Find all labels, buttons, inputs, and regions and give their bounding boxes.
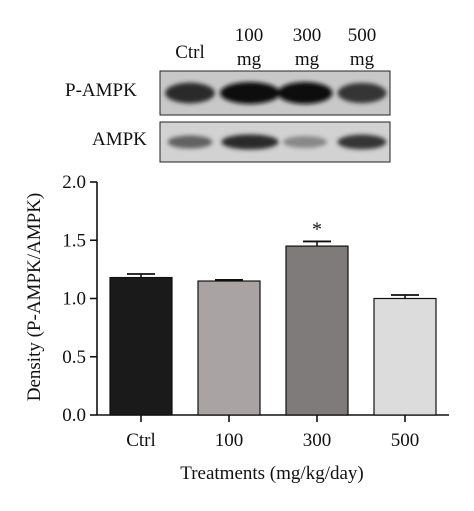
bar-Ctrl bbox=[109, 276, 173, 416]
x-axis-label: Treatments (mg/kg/day) bbox=[180, 463, 363, 484]
x-tick-label: 100 bbox=[215, 430, 244, 451]
y-tick-label: 0.0 bbox=[62, 405, 86, 426]
blot-band bbox=[337, 82, 387, 104]
blot-band bbox=[282, 136, 328, 148]
blot-band bbox=[221, 134, 279, 150]
blot-band bbox=[337, 134, 387, 150]
blot-band bbox=[277, 82, 333, 104]
y-tick-label: 1.0 bbox=[62, 289, 86, 310]
y-tick-label: 2.0 bbox=[62, 172, 86, 193]
lane-header-ctrl: Ctrl bbox=[175, 42, 205, 63]
blot-band bbox=[165, 82, 215, 104]
bar-500 bbox=[373, 297, 437, 416]
lane-header-300: 300 mg bbox=[292, 25, 322, 70]
blot-row-label-p-ampk: P-AMPK bbox=[65, 80, 137, 101]
blot-band bbox=[167, 135, 213, 149]
significance-marker: * bbox=[312, 218, 322, 240]
blot-row-label-ampk: AMPK bbox=[92, 129, 147, 150]
x-tick-label: 500 bbox=[391, 430, 420, 451]
bar-300 bbox=[285, 245, 349, 416]
blot-image bbox=[159, 70, 391, 163]
lane-header-500: 500 mg bbox=[347, 25, 377, 70]
lane-header-100: 100 mg bbox=[234, 25, 264, 70]
y-tick-label: 0.5 bbox=[62, 347, 86, 368]
x-tick-label: 300 bbox=[303, 430, 332, 451]
blot-band bbox=[220, 82, 280, 104]
y-tick-label: 1.5 bbox=[62, 230, 86, 251]
bar-100 bbox=[197, 280, 261, 416]
y-axis-label: Density (P-AMPK/AMPK) bbox=[24, 193, 45, 402]
x-tick-label: Ctrl bbox=[126, 430, 156, 451]
western-blot-panel: Ctrl 100 mg 300 mg 500 mg P-AMPK AMPK bbox=[0, 0, 474, 180]
